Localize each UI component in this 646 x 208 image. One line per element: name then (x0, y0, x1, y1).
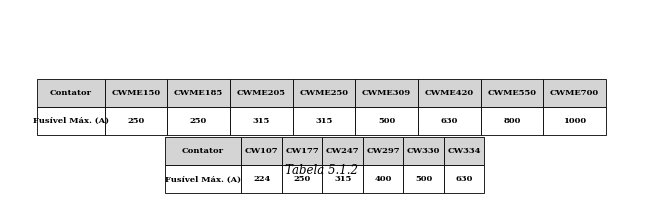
Bar (293, 79, 355, 107)
Bar (37, 107, 105, 135)
Text: 315: 315 (315, 117, 333, 125)
Bar (355, 79, 418, 107)
Bar (230, 107, 293, 135)
Text: CW334: CW334 (448, 147, 481, 155)
Bar (363, 165, 404, 193)
Bar (363, 137, 404, 165)
Bar (481, 107, 543, 135)
Text: 1000: 1000 (563, 117, 586, 125)
Text: 500: 500 (378, 117, 395, 125)
Text: Fusível Máx. (A): Fusível Máx. (A) (33, 117, 109, 125)
Bar (37, 79, 105, 107)
Bar (167, 79, 230, 107)
Bar (322, 137, 363, 165)
Text: CW107: CW107 (245, 147, 278, 155)
Text: CWME550: CWME550 (488, 89, 536, 97)
Text: Tabela 5.1.2: Tabela 5.1.2 (285, 164, 359, 177)
Text: CWME309: CWME309 (362, 89, 411, 97)
Bar (105, 107, 167, 135)
Text: 800: 800 (503, 117, 521, 125)
Text: 315: 315 (253, 117, 270, 125)
Text: CW247: CW247 (326, 147, 360, 155)
Bar (444, 137, 484, 165)
Text: Contator: Contator (182, 147, 224, 155)
Bar (105, 79, 167, 107)
Text: 400: 400 (375, 175, 392, 183)
Bar (444, 165, 484, 193)
Bar (165, 137, 242, 165)
Bar (322, 165, 363, 193)
Bar (242, 165, 282, 193)
Text: CWME185: CWME185 (174, 89, 223, 97)
Bar (282, 165, 322, 193)
Bar (418, 79, 481, 107)
Bar (355, 107, 418, 135)
Bar (404, 137, 444, 165)
Text: Fusível Máx. (A): Fusível Máx. (A) (165, 175, 241, 183)
Text: CW330: CW330 (407, 147, 441, 155)
Bar (165, 165, 242, 193)
Text: CWME700: CWME700 (550, 89, 599, 97)
Bar (167, 107, 230, 135)
Text: 500: 500 (415, 175, 432, 183)
Text: 630: 630 (441, 117, 458, 125)
Text: 250: 250 (127, 117, 145, 125)
Text: CWME250: CWME250 (299, 89, 348, 97)
Text: CWME205: CWME205 (236, 89, 286, 97)
Text: 224: 224 (253, 175, 271, 183)
Text: CW177: CW177 (286, 147, 319, 155)
Bar (481, 79, 543, 107)
Bar (418, 107, 481, 135)
Bar (404, 165, 444, 193)
Text: 315: 315 (334, 175, 351, 183)
Text: 630: 630 (455, 175, 473, 183)
Text: 250: 250 (190, 117, 207, 125)
Text: CWME150: CWME150 (111, 89, 160, 97)
Bar (293, 107, 355, 135)
Bar (543, 107, 606, 135)
Text: Contator: Contator (50, 89, 92, 97)
Bar (242, 137, 282, 165)
Bar (282, 137, 322, 165)
Bar (230, 79, 293, 107)
Text: 250: 250 (293, 175, 311, 183)
Text: CW297: CW297 (366, 147, 400, 155)
Bar (543, 79, 606, 107)
Text: CWME420: CWME420 (424, 89, 474, 97)
